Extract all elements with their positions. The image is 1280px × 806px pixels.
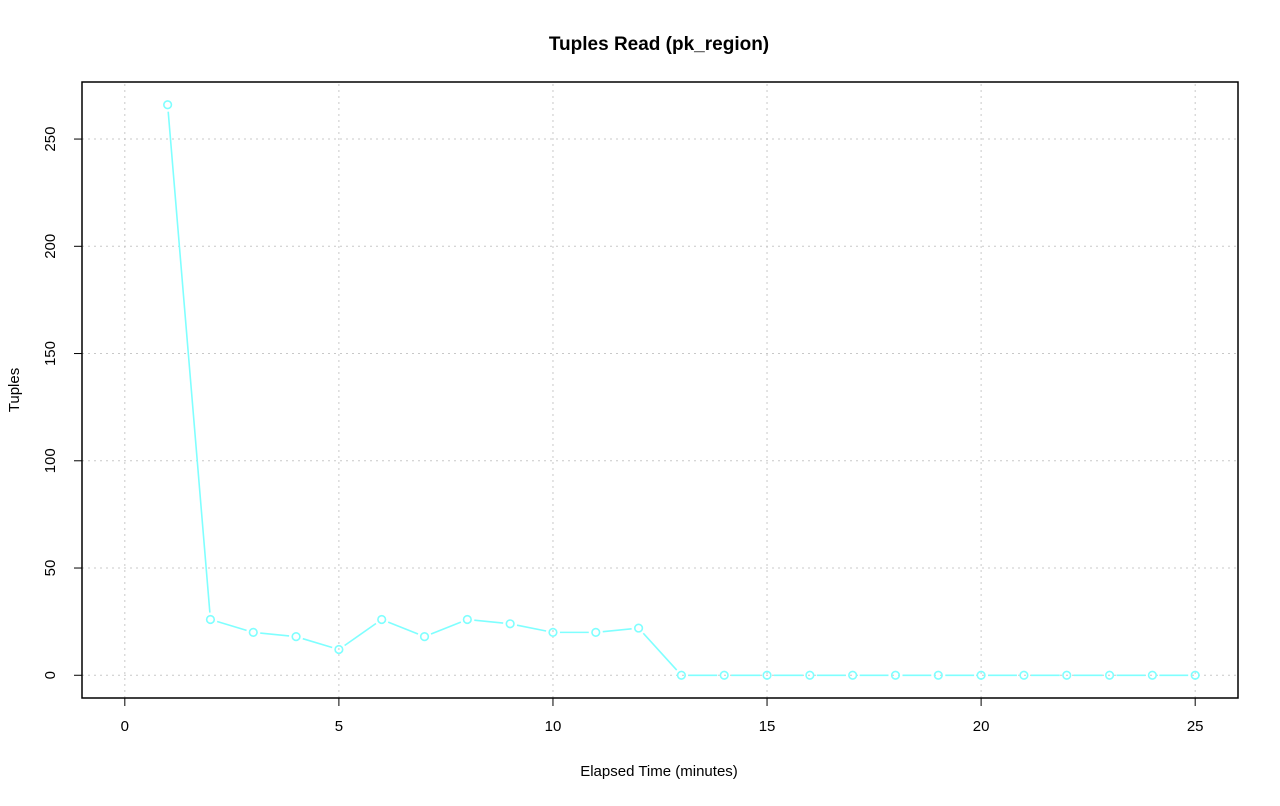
data-point bbox=[1104, 670, 1115, 680]
data-point bbox=[890, 670, 901, 680]
data-point bbox=[591, 627, 601, 637]
series-line-segment bbox=[474, 619, 504, 624]
x-tick-label: 20 bbox=[973, 718, 990, 735]
y-tick-label: 50 bbox=[42, 560, 59, 577]
data-point bbox=[334, 644, 344, 655]
data-point bbox=[419, 632, 430, 642]
chart-title: Tuples Read (pk_region) bbox=[549, 34, 769, 55]
y-axis-label: Tuples bbox=[6, 368, 23, 412]
data-point bbox=[1062, 670, 1072, 680]
data-point bbox=[805, 670, 815, 680]
data-point bbox=[205, 614, 216, 625]
x-tick-label: 5 bbox=[335, 718, 343, 735]
data-point bbox=[633, 623, 644, 633]
x-tick-label: 25 bbox=[1187, 718, 1204, 735]
x-axis-label: Elapsed Time (minutes) bbox=[580, 763, 738, 780]
series-line-segment bbox=[387, 621, 419, 635]
y-tick-label: 150 bbox=[42, 341, 59, 366]
data-point bbox=[291, 632, 301, 642]
data-point bbox=[976, 670, 986, 680]
series-line-segment bbox=[430, 621, 462, 635]
data-point bbox=[1147, 670, 1157, 680]
data-point bbox=[676, 670, 687, 680]
x-tick-label: 10 bbox=[545, 718, 562, 735]
series-line-segment bbox=[167, 111, 211, 613]
series-line-segment bbox=[260, 632, 290, 637]
series-line-segment bbox=[216, 620, 247, 632]
y-tick-label: 200 bbox=[42, 234, 59, 259]
series-line-segment bbox=[642, 632, 678, 671]
data-point bbox=[719, 670, 729, 680]
data-point bbox=[848, 670, 858, 680]
data-point bbox=[163, 100, 173, 110]
data-point bbox=[377, 614, 387, 625]
data-point bbox=[1019, 670, 1029, 680]
series-line-segment bbox=[302, 637, 333, 649]
x-tick-label: 15 bbox=[759, 718, 776, 735]
x-tick-label: 0 bbox=[121, 718, 129, 735]
y-tick-label: 250 bbox=[42, 127, 59, 152]
data-point bbox=[1190, 670, 1200, 680]
y-tick-label: 0 bbox=[42, 671, 59, 679]
data-point bbox=[505, 619, 515, 629]
data-point bbox=[933, 670, 943, 680]
y-tick-label: 100 bbox=[42, 448, 59, 473]
series-line-segment bbox=[602, 627, 632, 633]
plot-frame bbox=[81, 81, 1239, 699]
series-line-segment bbox=[344, 622, 377, 647]
series-line-segment bbox=[516, 624, 547, 632]
data-point bbox=[248, 627, 258, 637]
data-point bbox=[462, 614, 472, 625]
data-point bbox=[762, 670, 772, 680]
data-point bbox=[548, 627, 558, 637]
